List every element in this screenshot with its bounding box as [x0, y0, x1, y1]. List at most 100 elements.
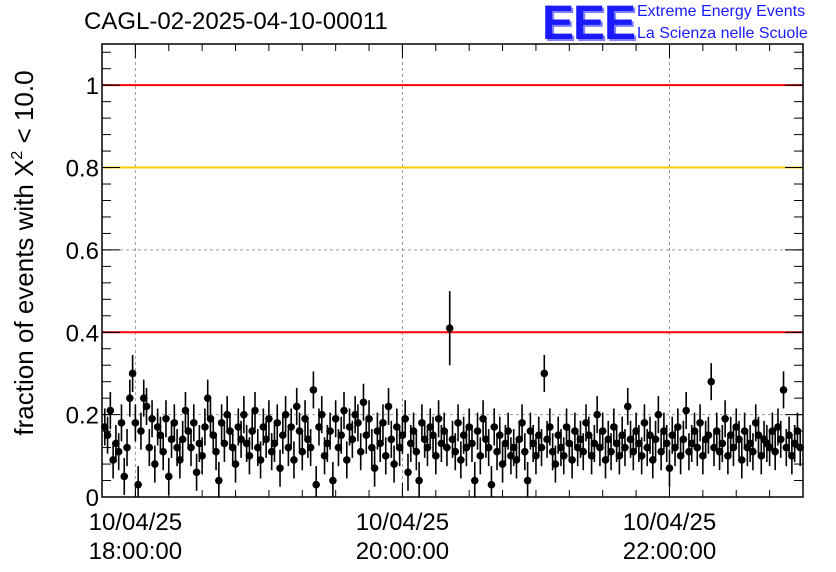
data-point [334, 443, 343, 452]
data-point [579, 447, 588, 456]
data-point [740, 427, 749, 435]
data-point [568, 456, 576, 464]
data-point [434, 414, 443, 423]
data-point [284, 443, 293, 452]
data-point [109, 456, 117, 464]
data-point [309, 386, 318, 394]
data-point [643, 443, 652, 452]
data-point [448, 435, 457, 444]
data-point [765, 443, 774, 452]
data-point [495, 431, 504, 440]
data-point [267, 447, 276, 456]
data-point [729, 443, 738, 452]
data-point [785, 431, 793, 440]
data-point [192, 468, 201, 477]
y-tick-label: 0.8 [66, 156, 99, 183]
data-point [776, 435, 785, 444]
data-point [718, 439, 727, 448]
data-point [432, 452, 440, 460]
data-point [153, 423, 162, 431]
data-point [790, 439, 799, 448]
data-point [331, 414, 340, 423]
data-point [215, 476, 223, 485]
data-point [345, 423, 354, 431]
data-point [142, 402, 151, 411]
data-point [251, 406, 259, 415]
data-point [573, 443, 582, 452]
data-point [626, 435, 635, 444]
reference-lines [102, 84, 803, 334]
data-point [640, 419, 649, 427]
data-point [312, 480, 320, 489]
data-point [445, 324, 454, 332]
data-point [126, 394, 134, 402]
data-point [451, 447, 460, 456]
data-point [440, 427, 448, 435]
data-point [571, 427, 579, 435]
data-point [443, 443, 451, 452]
data-point [712, 427, 721, 435]
data-point [648, 456, 657, 464]
data-point [646, 431, 654, 440]
data-point [738, 456, 746, 464]
y-axis-label: fraction of events with X2 < 10.0 [9, 70, 39, 435]
data-point [148, 414, 156, 423]
data-point [212, 447, 220, 456]
data-point [262, 435, 270, 444]
data-point [337, 431, 346, 440]
x-tick-label-time: 22:00:00 [623, 538, 716, 565]
data-point [749, 447, 757, 456]
data-point [164, 472, 173, 481]
data-point [707, 377, 716, 386]
data-point [462, 443, 471, 452]
data-point [139, 394, 148, 402]
data-point [306, 443, 315, 452]
data-point [342, 456, 351, 464]
data-point [501, 439, 510, 448]
data-point [117, 419, 126, 427]
data-point [498, 460, 507, 468]
data-point [304, 435, 312, 444]
data-point [317, 410, 326, 419]
data-point [704, 431, 713, 440]
data-point [195, 439, 204, 448]
data-point [685, 447, 693, 456]
y-tick-label: 1 [86, 73, 99, 100]
data-point [548, 447, 557, 456]
data-point [298, 447, 307, 456]
data-point [395, 443, 404, 452]
data-point [384, 402, 393, 411]
data-point [273, 419, 282, 427]
data-point [162, 414, 170, 423]
data-point [676, 452, 685, 460]
data-point [559, 452, 568, 460]
data-point [340, 406, 348, 415]
data-point [134, 480, 142, 489]
data-point [178, 435, 187, 444]
data-point [757, 452, 766, 460]
data-point [393, 423, 401, 431]
data-point [532, 452, 540, 460]
data-point [598, 427, 607, 435]
data-point [265, 414, 273, 423]
data-point [426, 423, 435, 431]
data-point [721, 414, 729, 423]
data-point [259, 423, 268, 431]
data-point [295, 427, 304, 435]
data-point [693, 443, 702, 452]
x-tick-label-date: 10/04/25 [623, 509, 716, 536]
data-point [406, 439, 415, 448]
y-tick-label: 0 [86, 485, 99, 512]
data-point [732, 423, 741, 431]
data-point [217, 419, 226, 427]
data-point [281, 410, 290, 419]
data-point [404, 468, 412, 477]
logo-line-2: La Scienza nelle Scuole [637, 25, 808, 42]
data-point [490, 423, 499, 431]
data-point [596, 443, 604, 452]
data-point [412, 447, 421, 456]
data-point [687, 439, 696, 448]
data-point [509, 443, 518, 452]
data-point [359, 398, 368, 407]
